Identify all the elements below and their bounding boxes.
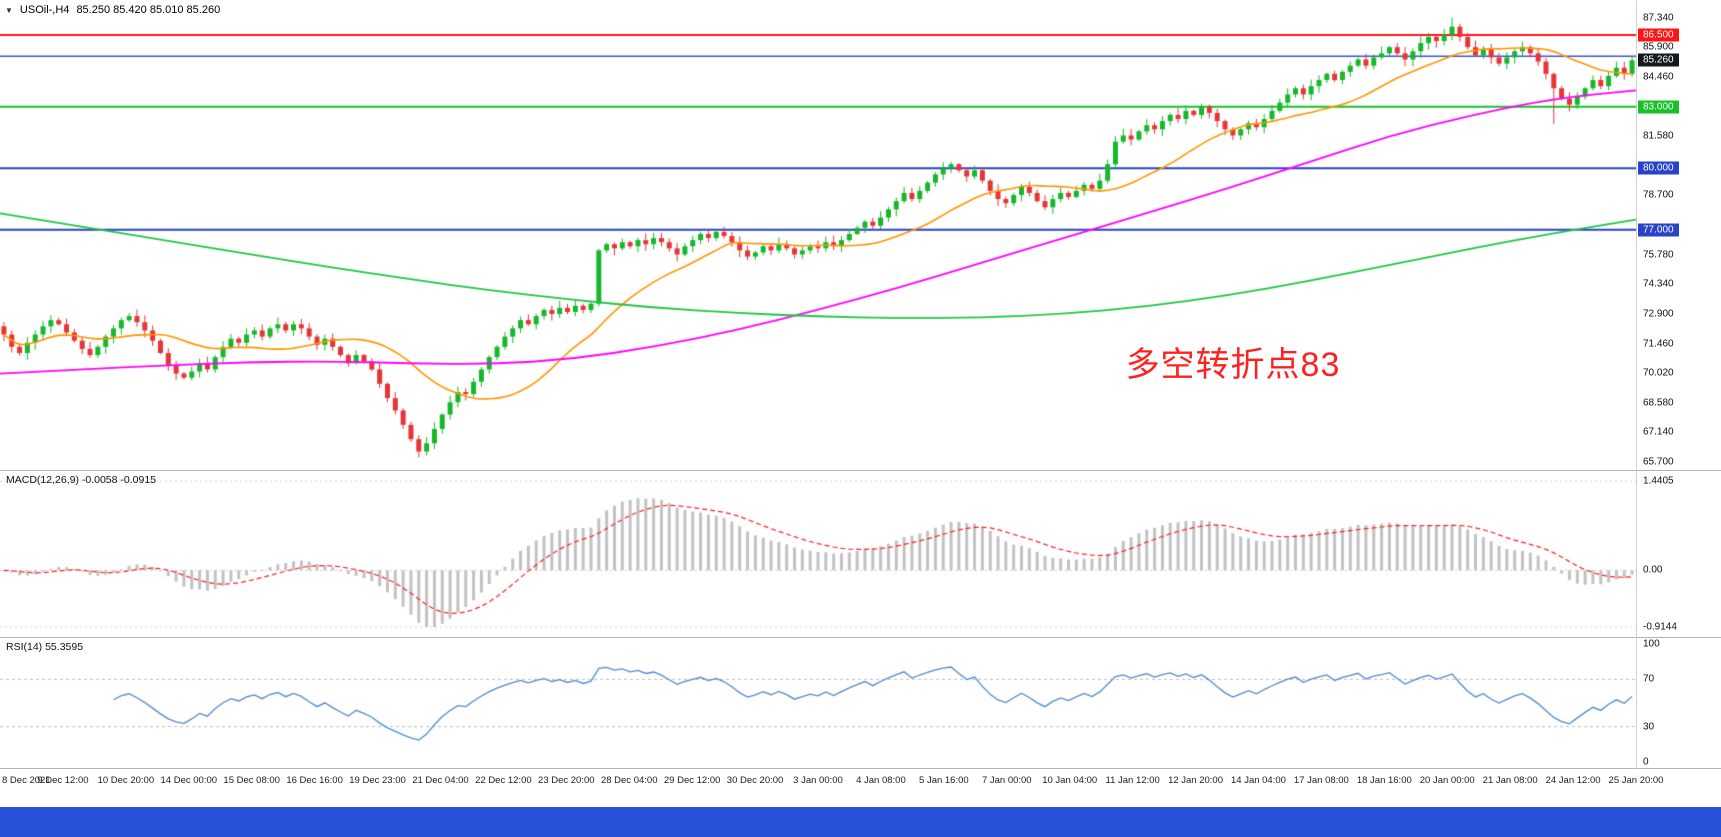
bottom-bar: [0, 807, 1721, 837]
price-level-badge: 80.000: [1638, 161, 1679, 175]
price-axis-label: 75.780: [1643, 249, 1674, 261]
price-axis[interactable]: 87.340 85.900 84.460 81.580 78.700 75.780 74.3…: [1636, 0, 1721, 470]
pane-separator[interactable]: [0, 637, 1721, 638]
time-axis-label: 28 Dec 04:00: [600, 775, 658, 786]
time-axis-label: 11 Jan 12:00: [1105, 775, 1160, 786]
ohlc-values: 85.250 85.420 85.010 85.260: [76, 4, 221, 16]
time-axis-label: 9 Dec 12:00: [37, 775, 89, 786]
time-axis-label: 29 Dec 12:00: [663, 775, 721, 786]
pane-separator[interactable]: [0, 470, 1721, 471]
price-axis-label: 85.900: [1643, 41, 1674, 53]
axis-divider: [1636, 0, 1637, 769]
current-price-badge: 85.260: [1638, 53, 1679, 67]
price-axis-label: 78.700: [1643, 189, 1674, 201]
macd-axis-label: -0.9144: [1643, 621, 1677, 633]
price-axis-label: 87.340: [1643, 12, 1674, 24]
rsi-axis-label: 100: [1643, 638, 1660, 650]
time-axis-label: 22 Dec 12:00: [475, 775, 532, 786]
time-axis-label: 23 Dec 20:00: [538, 775, 595, 786]
time-axis-label: 16 Dec 16:00: [286, 775, 343, 786]
rsi-label: RSI(14) 55.3595: [6, 641, 84, 653]
time-axis-label: 14 Jan 04:00: [1230, 775, 1286, 786]
macd-axis-label: 0.00: [1643, 564, 1663, 576]
time-axis-label: 15 Dec 08:00: [223, 775, 280, 786]
macd-indicator-canvas[interactable]: [0, 471, 1636, 637]
time-axis-label: 17 Jan 08:00: [1293, 775, 1349, 786]
time-axis-label: 7 Jan 00:00: [981, 775, 1032, 786]
rsi-axis-label: 0: [1643, 756, 1649, 768]
price-axis-label: 67.140: [1643, 426, 1674, 438]
time-axis-label: 8 Dec 2021: [2, 775, 51, 786]
price-axis-label: 68.580: [1643, 397, 1674, 409]
time-axis-label: 3 Jan 00:00: [793, 775, 843, 786]
time-axis[interactable]: 8 Dec 2021 9 Dec 12:00 10 Dec 20:00 14 Dec …: [0, 769, 1721, 799]
rsi-axis[interactable]: 100 70 30 0: [1636, 638, 1721, 768]
price-axis-label: 65.700: [1643, 456, 1674, 468]
pane-separator[interactable]: [0, 768, 1721, 769]
time-axis-label: 20 Jan 00:00: [1419, 775, 1475, 786]
chart-text-annotation[interactable]: 多空转折点83: [1125, 345, 1341, 384]
price-level-badge: 86.500: [1638, 28, 1679, 42]
rsi-axis-label: 70: [1643, 673, 1655, 685]
price-axis-label: 70.020: [1643, 367, 1674, 379]
price-level-badge: 83.000: [1638, 100, 1679, 114]
rsi-axis-label: 30: [1643, 721, 1655, 733]
time-axis-label: 4 Jan 08:00: [856, 775, 906, 786]
time-axis-label: 5 Jan 16:00: [919, 775, 969, 786]
time-axis-label: 19 Dec 23:00: [349, 775, 406, 786]
macd-axis-label: 1.4405: [1643, 475, 1674, 487]
time-axis-label: 24 Jan 12:00: [1545, 775, 1601, 786]
price-axis-label: 84.460: [1643, 71, 1674, 83]
time-axis-label: 10 Jan 04:00: [1042, 775, 1098, 786]
price-axis-label: 81.580: [1643, 130, 1674, 142]
time-axis-label: 10 Dec 20:00: [97, 775, 155, 786]
macd-label: MACD(12,26,9) -0.0058 -0.0915: [6, 474, 156, 486]
time-axis-label: 18 Jan 16:00: [1356, 775, 1412, 786]
time-axis-label: 14 Dec 00:00: [160, 775, 218, 786]
rsi-indicator-canvas[interactable]: [0, 638, 1636, 768]
macd-axis[interactable]: 1.4405 0.00 -0.9144: [1636, 471, 1721, 637]
time-axis-label: 25 Jan 20:00: [1608, 775, 1664, 786]
price-axis-label: 72.900: [1643, 308, 1674, 320]
price-axis-label: 74.340: [1643, 278, 1674, 290]
price-axis-label: 71.460: [1643, 338, 1674, 350]
time-axis-label: 21 Dec 04:00: [412, 775, 469, 786]
chart-title: ▼ USOil-,H4 85.250 85.420 85.010 85.260: [5, 4, 220, 16]
price-level-badge: 77.000: [1638, 223, 1679, 237]
time-axis-label: 12 Jan 20:00: [1168, 775, 1223, 786]
symbol-dropdown-icon[interactable]: ▼: [5, 5, 13, 15]
time-axis-label: 30 Dec 20:00: [726, 775, 784, 786]
time-axis-label: 21 Jan 08:00: [1482, 775, 1538, 786]
price-chart-canvas[interactable]: [0, 0, 1636, 470]
symbol-period-label: USOil-,H4: [19, 4, 70, 16]
